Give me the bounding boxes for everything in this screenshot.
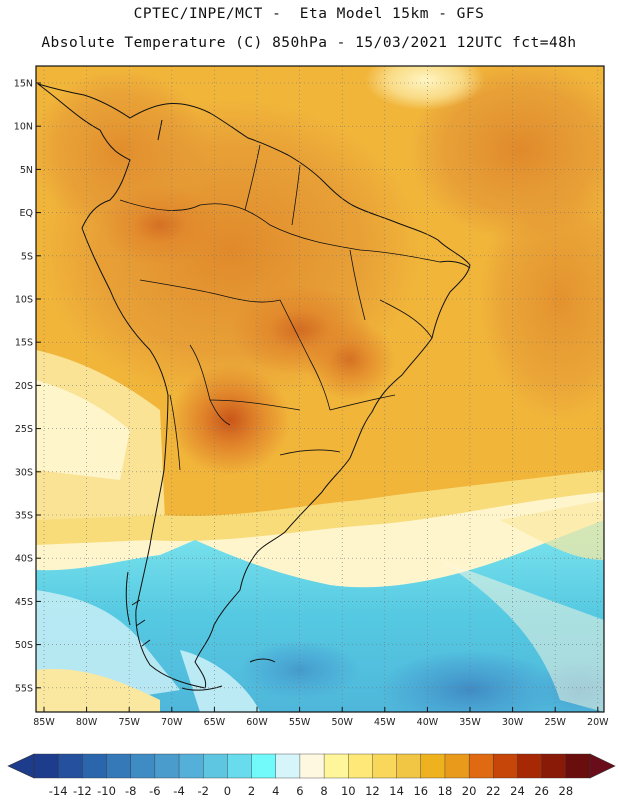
colorbar-label: 8 xyxy=(320,784,327,798)
colorbar-swatch xyxy=(348,753,373,779)
colorbar-label: 4 xyxy=(272,784,279,798)
colorbar-swatch xyxy=(57,753,83,779)
colorbar-label: -2 xyxy=(197,784,208,798)
lon-label: 20W xyxy=(587,717,609,728)
chart-title-line2: Absolute Temperature (C) 850hPa - 15/03/… xyxy=(41,35,577,51)
lon-label: 25W xyxy=(544,717,566,728)
colorbar-label: -4 xyxy=(173,784,184,798)
lon-label: 40W xyxy=(417,717,439,728)
longitude-axis: 85W 80W 75W 70W 65W 60W 55W 50W 45W 40W 35W 30W 25W 2… xyxy=(33,707,609,728)
colorbar-label: 12 xyxy=(365,784,380,798)
lat-label: EQ xyxy=(20,208,33,219)
colorbar-swatch xyxy=(493,753,518,779)
lat-label: 25S xyxy=(15,424,33,435)
colorbar-label: 24 xyxy=(510,784,525,798)
colorbar-swatch xyxy=(323,753,349,779)
country-borders xyxy=(119,144,441,471)
colorbar-swatch xyxy=(227,753,253,779)
colorbar-swatch xyxy=(372,753,398,779)
lat-label: 5N xyxy=(20,165,33,176)
plot-frame xyxy=(35,65,605,713)
lon-label: 45W xyxy=(374,717,396,728)
colorbar-label: -10 xyxy=(97,784,116,798)
colorbar-label: 20 xyxy=(462,784,477,798)
colorbar-swatch xyxy=(106,753,132,779)
lat-label: 45S xyxy=(15,597,33,608)
lat-label: 55S xyxy=(15,683,33,694)
colorbar-swatch xyxy=(565,753,591,779)
colorbar-label: 2 xyxy=(248,784,255,798)
lon-label: 30W xyxy=(502,717,524,728)
colorbar-swatch xyxy=(178,753,204,779)
colorbar-arrow-right xyxy=(589,753,616,779)
colorbar-swatch xyxy=(420,753,446,779)
chart-title-line1: CPTEC/INPE/MCT - Eta Model 15km - GFS xyxy=(133,6,485,22)
colorbar-swatch xyxy=(251,753,277,779)
colorbar-swatch xyxy=(154,753,180,779)
colorbar-swatch xyxy=(82,753,108,779)
colorbar-swatch xyxy=(444,753,470,779)
lon-label: 70W xyxy=(161,717,183,728)
lon-label: 35W xyxy=(459,717,481,728)
temperature-field xyxy=(36,66,604,712)
coastlines xyxy=(37,83,471,691)
colorbar-swatch xyxy=(541,753,567,779)
colorbar-swatch xyxy=(468,753,494,779)
gridlines xyxy=(36,66,604,712)
lat-label: 50S xyxy=(15,640,33,651)
colorbar-label: 0 xyxy=(224,784,231,798)
colorbar-swatch xyxy=(275,753,301,779)
lon-label: 85W xyxy=(33,717,55,728)
colorbar-label: 28 xyxy=(559,784,574,798)
colorbar-label: -8 xyxy=(125,784,136,798)
lon-label: 75W xyxy=(118,717,140,728)
colorbar-swatch xyxy=(203,753,228,779)
lat-label: 40S xyxy=(15,554,33,565)
colorbar-label: -6 xyxy=(149,784,160,798)
lon-label: 65W xyxy=(204,717,226,728)
lat-label: 5S xyxy=(21,251,33,262)
colorbar-swatch xyxy=(299,753,325,779)
colorbar-label: -14 xyxy=(49,784,68,798)
colorbar-swatch xyxy=(130,753,156,779)
colorbar-label: 26 xyxy=(534,784,549,798)
lon-label: 80W xyxy=(76,717,98,728)
colorbar-swatch xyxy=(517,753,543,779)
colorbar-swatch xyxy=(33,753,59,779)
lat-label: 35S xyxy=(15,511,33,522)
lat-label: 20S xyxy=(15,381,33,392)
lon-label: 55W xyxy=(289,717,311,728)
lat-label: 10N xyxy=(14,122,33,133)
latitude-axis: 15N 10N 5N EQ 5S 10S 15S 20S 25S 30S 35S 40S 45S 50S 5… xyxy=(14,79,41,694)
colorbar-arrow-left xyxy=(7,753,35,779)
colorbar-label: -12 xyxy=(73,784,92,798)
colorbar-swatch xyxy=(396,753,422,779)
colorbar-label: 18 xyxy=(438,784,453,798)
colorbar-label: 10 xyxy=(341,784,356,798)
colorbar-label: 22 xyxy=(486,784,501,798)
colorbar-label: 6 xyxy=(296,784,303,798)
lat-label: 15N xyxy=(14,79,33,90)
lon-label: 60W xyxy=(246,717,268,728)
colorbar-label: 16 xyxy=(413,784,428,798)
lat-label: 30S xyxy=(15,467,33,478)
colorbar: -14 -12 -10 -8 -6 -4 -2 0 2 4 6 8 10 12 14 16 18 20 22 24 26… xyxy=(7,753,616,798)
colorbar-label: 14 xyxy=(389,784,404,798)
lat-label: 10S xyxy=(15,295,33,306)
lon-label: 50W xyxy=(331,717,353,728)
lat-label: 15S xyxy=(15,338,33,349)
